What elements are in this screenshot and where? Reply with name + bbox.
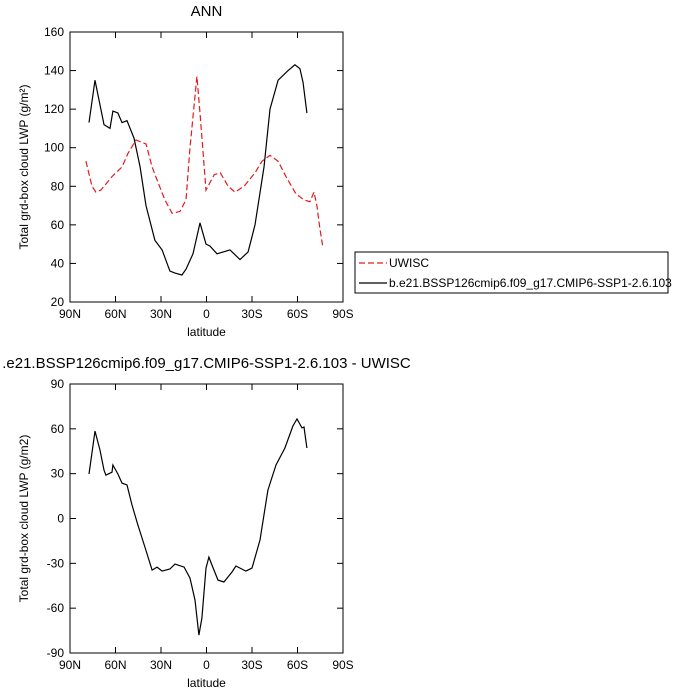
y-tick-label: 0 xyxy=(57,512,64,526)
plot-frame xyxy=(69,31,344,303)
y-tick-label: 160 xyxy=(44,25,64,39)
chart-title: .e21.BSSP126cmip6.f09_g17.CMIP6-SSP1-2.6… xyxy=(2,355,411,372)
x-tick-label: 60N xyxy=(104,307,126,321)
chart-title: ANN xyxy=(191,3,223,20)
x-tick-label: 30N xyxy=(150,658,172,672)
plot-frame xyxy=(69,383,344,654)
x-axis-label: latitude xyxy=(187,676,226,690)
y-tick-label: 140 xyxy=(44,64,64,78)
legend-box xyxy=(354,251,669,294)
y-tick-label: -60 xyxy=(47,601,65,615)
y-tick-label: 30 xyxy=(51,467,65,481)
legend-label: b.e21.BSSP126cmip6.f09_g17.CMIP6-SSP1-2.… xyxy=(389,276,672,290)
y-tick-label: 120 xyxy=(44,102,64,116)
y-tick-label: 60 xyxy=(51,422,65,436)
y-tick-label: 100 xyxy=(44,141,64,155)
x-tick-label: 60S xyxy=(287,307,308,321)
y-tick-label: -30 xyxy=(47,556,65,570)
x-axis-label: latitude xyxy=(187,325,226,339)
x-tick-label: 90N xyxy=(59,658,81,672)
y-tick-label: -90 xyxy=(47,646,65,660)
y-tick-label: 80 xyxy=(51,179,65,193)
x-tick-label: 0 xyxy=(203,307,210,321)
y-tick-label: 40 xyxy=(51,256,65,270)
x-tick-label: 30S xyxy=(241,658,262,672)
x-tick-label: 30N xyxy=(150,307,172,321)
data-line xyxy=(88,417,308,636)
y-tick-label: 60 xyxy=(51,218,65,232)
x-tick-label: 90S xyxy=(332,658,353,672)
y-axis-label: Total grd-box cloud LWP (g/m²) xyxy=(17,85,31,250)
x-tick-label: 90S xyxy=(332,307,353,321)
x-tick-label: 60N xyxy=(104,658,126,672)
x-tick-label: 0 xyxy=(203,658,210,672)
y-axis-label: Total grd-box cloud LWP (g/m2) xyxy=(17,435,31,603)
legend-label: UWISC xyxy=(389,256,429,270)
x-tick-label: 90N xyxy=(59,307,81,321)
y-tick-label: 20 xyxy=(51,295,65,309)
data-line xyxy=(85,76,324,249)
x-tick-label: 30S xyxy=(241,307,262,321)
data-line xyxy=(88,64,308,276)
y-tick-label: 90 xyxy=(51,377,65,391)
x-tick-label: 60S xyxy=(287,658,308,672)
